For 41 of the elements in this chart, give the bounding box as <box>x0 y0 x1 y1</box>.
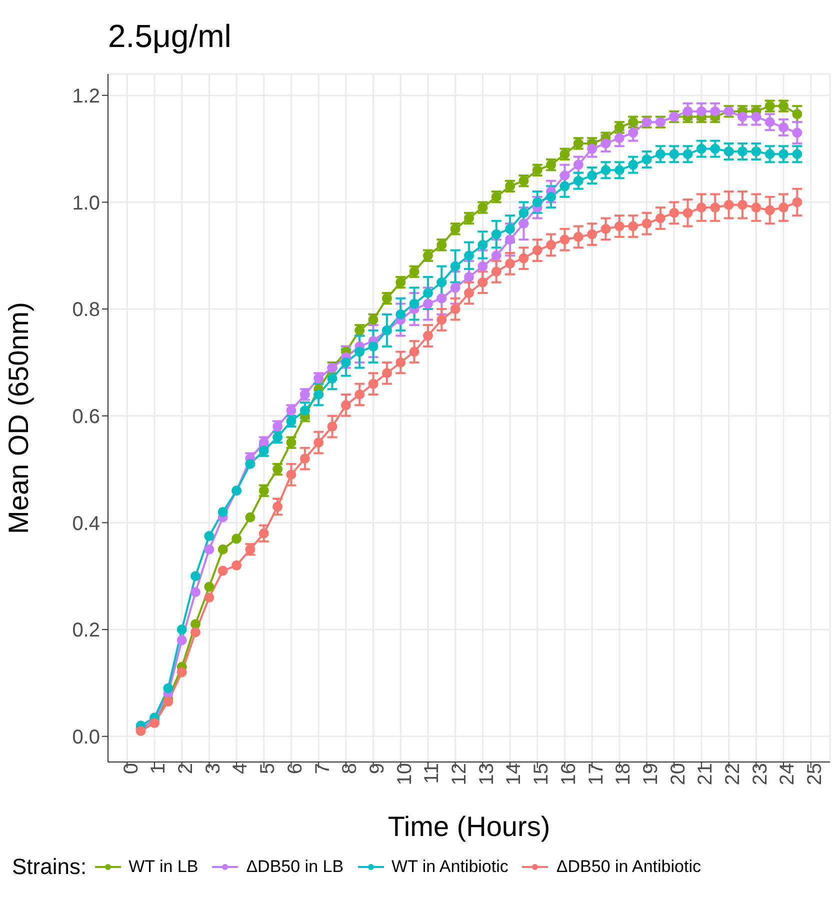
x-tick-label: 24 <box>776 763 799 786</box>
legend-label: ΔDB50 in Antibiotic <box>556 857 701 877</box>
x-tick-label: 6 <box>284 763 306 774</box>
x-tick-label: 18 <box>612 763 635 786</box>
x-tick-label: 10 <box>394 763 416 786</box>
x-tick-label: 22 <box>722 763 744 786</box>
x-tick-label: 12 <box>448 763 471 786</box>
y-tick-label: 0.2 <box>72 620 100 642</box>
x-tick-label: 23 <box>749 763 772 786</box>
x-tick-label: 7 <box>312 763 334 774</box>
x-tick-label: 11 <box>421 763 444 784</box>
x-tick-label: 2 <box>175 763 198 774</box>
x-tick-label: 16 <box>558 763 580 786</box>
x-tick-label: 0 <box>120 763 142 774</box>
x-tick-label: 9 <box>366 763 388 774</box>
legend-label: ΔDB50 in LB <box>246 857 344 877</box>
legend-title: Strains: <box>12 854 87 880</box>
x-tick-label: 4 <box>230 763 252 774</box>
y-axis-title: Mean OD (650nm) <box>2 302 34 534</box>
x-tick-label: 8 <box>339 763 362 774</box>
x-tick-label: 13 <box>476 763 498 786</box>
x-axis-title: Time (Hours) <box>388 811 550 842</box>
x-tick-label: 3 <box>202 763 224 774</box>
y-tick-label: 1.2 <box>72 85 100 108</box>
legend-label: WT in Antibiotic <box>392 857 508 877</box>
x-tick-label: 21 <box>694 763 717 786</box>
legend-label: WT in LB <box>128 857 198 877</box>
x-tick-label: 1 <box>148 763 170 774</box>
x-tick-label: 14 <box>503 763 526 786</box>
y-tick-label: 0.8 <box>72 299 100 322</box>
y-tick-label: 0.0 <box>72 726 100 748</box>
x-tick-label: 19 <box>640 763 662 786</box>
chart-title: 2.5μg/ml <box>107 17 232 56</box>
y-tick-label: 1.0 <box>72 192 100 214</box>
x-tick-label: 5 <box>257 763 280 774</box>
x-tick-label: 20 <box>667 763 690 786</box>
y-tick-label: 0.4 <box>72 512 100 535</box>
x-tick-label: 17 <box>585 763 608 786</box>
y-tick-label: 0.6 <box>72 406 100 428</box>
x-tick-label: 25 <box>804 763 826 786</box>
x-tick-label: 15 <box>530 763 553 786</box>
